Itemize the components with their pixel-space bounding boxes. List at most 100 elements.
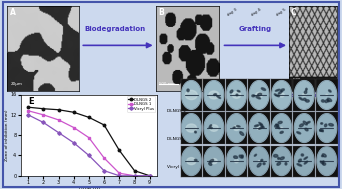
Text: day 1: day 1 xyxy=(177,8,188,17)
Ellipse shape xyxy=(277,162,280,165)
Ellipse shape xyxy=(285,163,287,165)
Vicryl Plus xyxy=(41,121,45,124)
Vicryl Plus xyxy=(132,175,136,177)
Ellipse shape xyxy=(259,127,263,129)
Ellipse shape xyxy=(321,155,324,157)
DLNGS 2 xyxy=(102,124,106,126)
Ellipse shape xyxy=(281,89,284,91)
Line: Vicryl Plus: Vicryl Plus xyxy=(27,114,151,177)
DLNGS 1 xyxy=(56,119,61,121)
Ellipse shape xyxy=(233,126,240,130)
Ellipse shape xyxy=(275,125,279,127)
Ellipse shape xyxy=(304,91,307,94)
Ellipse shape xyxy=(274,94,277,96)
Ellipse shape xyxy=(327,98,332,101)
Ellipse shape xyxy=(185,90,197,100)
Ellipse shape xyxy=(278,91,282,94)
Ellipse shape xyxy=(325,124,327,127)
Text: 20μm: 20μm xyxy=(10,82,23,87)
Ellipse shape xyxy=(240,132,244,135)
Text: day 2: day 2 xyxy=(202,8,213,17)
Y-axis label: Zone of inhibition (mm): Zone of inhibition (mm) xyxy=(5,109,9,161)
Ellipse shape xyxy=(258,93,262,96)
Text: A: A xyxy=(10,8,16,17)
Text: day 6: day 6 xyxy=(300,8,311,17)
Ellipse shape xyxy=(298,159,301,162)
Polygon shape xyxy=(249,147,269,175)
Ellipse shape xyxy=(187,89,189,92)
Vicryl Plus xyxy=(102,170,106,172)
Text: day 3: day 3 xyxy=(226,8,238,17)
X-axis label: Time (d): Time (d) xyxy=(78,186,100,189)
Ellipse shape xyxy=(261,159,263,161)
DLNGS 2 xyxy=(41,108,45,110)
Ellipse shape xyxy=(305,128,308,131)
Ellipse shape xyxy=(210,125,218,131)
Ellipse shape xyxy=(322,154,326,157)
Ellipse shape xyxy=(319,130,323,131)
Polygon shape xyxy=(227,147,246,175)
Ellipse shape xyxy=(274,154,278,157)
Ellipse shape xyxy=(216,96,221,98)
Text: Vicryl Plus: Vicryl Plus xyxy=(167,165,189,169)
Ellipse shape xyxy=(195,159,197,161)
Text: DLNGS 2: DLNGS 2 xyxy=(167,108,186,113)
Polygon shape xyxy=(317,114,337,142)
Ellipse shape xyxy=(279,93,284,97)
Text: Anti-bacteria: Anti-bacteria xyxy=(282,93,328,98)
Ellipse shape xyxy=(297,164,302,166)
Vicryl Plus xyxy=(26,114,30,116)
DLNGS 2 xyxy=(72,111,76,113)
Ellipse shape xyxy=(261,88,266,91)
Ellipse shape xyxy=(299,97,303,100)
Ellipse shape xyxy=(213,94,216,95)
Ellipse shape xyxy=(210,159,213,163)
Ellipse shape xyxy=(321,123,323,124)
Ellipse shape xyxy=(280,127,283,129)
Ellipse shape xyxy=(322,161,324,163)
DLNGS 2 xyxy=(132,170,136,172)
DLNGS 1 xyxy=(148,175,152,177)
Ellipse shape xyxy=(236,94,238,96)
Ellipse shape xyxy=(241,155,243,157)
Text: Biodegradation: Biodegradation xyxy=(85,26,146,32)
Ellipse shape xyxy=(325,100,328,103)
Ellipse shape xyxy=(195,131,196,133)
Ellipse shape xyxy=(211,159,217,164)
Ellipse shape xyxy=(329,124,333,126)
Ellipse shape xyxy=(303,121,307,125)
Ellipse shape xyxy=(209,91,219,99)
Ellipse shape xyxy=(304,161,307,164)
Vicryl Plus xyxy=(87,154,91,156)
Ellipse shape xyxy=(278,157,279,159)
DLNGS 1 xyxy=(102,157,106,159)
Ellipse shape xyxy=(277,126,280,129)
DLNGS 2 xyxy=(148,175,152,177)
Text: 500 μm: 500 μm xyxy=(293,78,308,82)
DLNGS 2 xyxy=(56,109,61,111)
Ellipse shape xyxy=(276,124,278,125)
Ellipse shape xyxy=(329,90,331,92)
Ellipse shape xyxy=(306,100,309,102)
Text: E: E xyxy=(29,97,34,106)
Polygon shape xyxy=(204,147,224,175)
Ellipse shape xyxy=(280,131,283,133)
Ellipse shape xyxy=(210,125,212,127)
Line: DLNGS 1: DLNGS 1 xyxy=(27,109,151,177)
Polygon shape xyxy=(204,81,224,109)
Polygon shape xyxy=(294,147,314,175)
Ellipse shape xyxy=(278,121,282,124)
Ellipse shape xyxy=(321,100,325,102)
Ellipse shape xyxy=(258,160,260,162)
Ellipse shape xyxy=(235,160,238,163)
Legend: DLNGS 2, DLNGS 1, Vicryl Plus: DLNGS 2, DLNGS 1, Vicryl Plus xyxy=(127,96,155,112)
Ellipse shape xyxy=(254,125,259,127)
Ellipse shape xyxy=(300,124,303,127)
Ellipse shape xyxy=(254,154,256,156)
DLNGS 2 xyxy=(87,116,91,119)
Ellipse shape xyxy=(187,158,196,165)
Ellipse shape xyxy=(307,121,310,123)
Ellipse shape xyxy=(232,92,241,98)
Ellipse shape xyxy=(275,89,280,91)
Ellipse shape xyxy=(233,127,235,129)
